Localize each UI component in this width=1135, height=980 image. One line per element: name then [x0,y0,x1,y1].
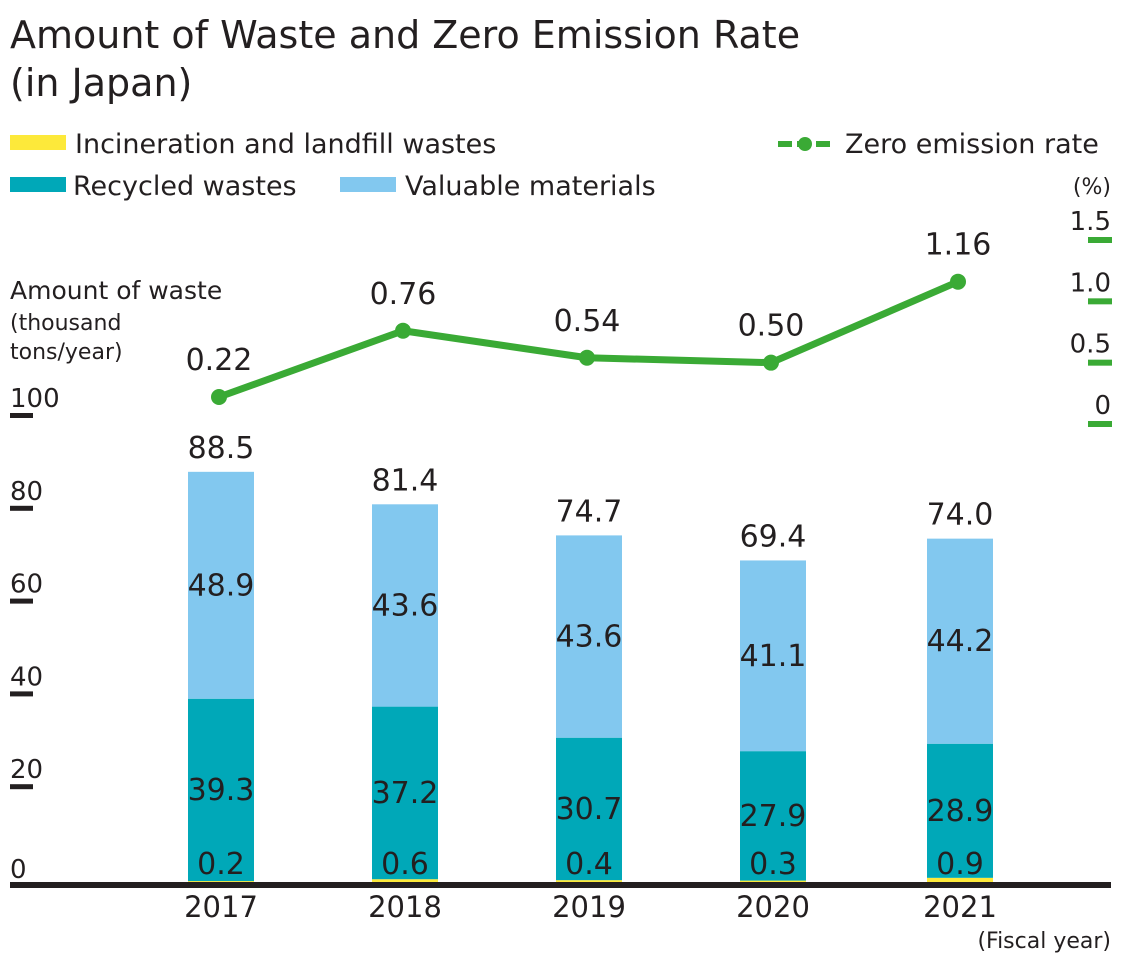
y-left-tick-mark-5 [10,413,33,418]
zero-emission-point-2017 [211,389,227,406]
label-incineration-2021: 0.9 [936,847,984,882]
zero-emission-label-2018: 0.76 [370,277,437,312]
y-right-unit: (%) [1073,175,1111,200]
x-tick-2019: 2019 [552,890,626,924]
bar-valuable-2017 [188,471,254,699]
legend-dot-zero-emission [798,137,812,151]
y-left-tick-mark-3 [10,598,33,604]
y-right-tick-label-1: 0.5 [1070,330,1111,360]
zero-emission-point-2018 [395,322,411,339]
zero-emission-label-2020: 0.50 [738,309,805,344]
label-valuable-2019: 43.6 [556,620,623,655]
y-left-unit-line2: tons/year) [10,340,123,365]
y-right-ticks: 0 0.5 1.0 1.5 [1070,207,1112,427]
total-2021: 74.0 [927,498,994,533]
y-left-tick-label-2: 40 [10,662,43,692]
zero-emission-label-2019: 0.54 [554,304,621,339]
label-valuable-2020: 41.1 [740,639,807,674]
label-incineration-2020: 0.3 [749,847,797,882]
bar-totals: 88.5 81.4 74.7 69.4 74.0 [188,431,994,555]
y-right-tick-mark-2 [1088,298,1112,305]
y-left-title: Amount of waste [10,276,222,305]
x-axis-label: (Fiscal year) [977,929,1111,954]
legend-line-marker [778,137,832,151]
zero-emission-line: 0.22 0.76 0.54 0.50 1.16 [186,228,992,406]
x-tick-2018: 2018 [368,890,442,924]
bar-valuable-2020 [740,560,806,752]
chart-title-line1: Amount of Waste and Zero Emission Rate [10,13,800,57]
legend-swatch-recycled [10,177,66,192]
y-left-tick-label-0: 0 [10,855,27,885]
bar-incineration-2017 [188,881,254,882]
zero-emission-point-2021 [950,273,966,290]
y-left-tick-label-1: 20 [10,755,43,785]
legend-swatch-valuable [340,177,396,192]
bar-recycled-2019 [556,737,622,881]
bar-recycled-2020 [740,751,806,881]
legend-label-zero-emission: Zero emission rate [845,129,1099,160]
label-recycled-2020: 27.9 [740,799,807,834]
bar-recycled-2018 [372,706,438,880]
bar-valuable-2021 [927,538,993,744]
zero-emission-label-2017: 0.22 [186,343,253,378]
y-right-tick-mark-3 [1088,237,1112,243]
y-right-tick-label-0: 0 [1094,391,1111,421]
zero-emission-point-2019 [579,349,595,366]
label-recycled-2018: 37.2 [372,776,439,811]
x-tick-2020: 2020 [736,890,810,924]
bar-recycled-2017 [188,698,254,882]
y-left-ticks: 0 20 40 60 80 100 [10,384,60,885]
label-valuable-2017: 48.9 [188,568,255,603]
bars [188,471,993,882]
x-tick-2021: 2021 [923,890,997,924]
y-right-tick-mark-0 [1088,421,1112,427]
label-incineration-2019: 0.4 [565,847,613,882]
bar-recycled-2021 [927,743,993,878]
bar-labels: 0.2 39.3 48.9 0.6 37.2 43.6 0.4 30.7 43.6 0.3 27.9… [188,568,994,882]
y-left-tick-mark-4 [10,505,33,511]
x-tick-2017: 2017 [184,890,258,924]
y-left-tick-label-3: 60 [10,570,43,600]
zero-emission-point-2020 [763,354,779,371]
y-left-tick-mark-2 [10,691,33,697]
y-left-tick-label-5: 100 [10,384,60,414]
zero-emission-label-2021: 1.16 [925,228,992,263]
y-right-tick-label-3: 1.5 [1070,207,1111,237]
total-2018: 81.4 [372,463,439,498]
legend-swatch-incineration [10,135,66,150]
y-left-tick-mark-1 [10,784,33,790]
y-right-tick-mark-1 [1088,359,1112,366]
total-2020: 69.4 [740,519,807,554]
bar-incineration-2020 [740,880,806,882]
bar-incineration-2018 [372,879,438,882]
bar-valuable-2019 [556,535,622,738]
legend-label-recycled: Recycled wastes [73,171,297,202]
x-tick-labels: 2017 2018 2019 2020 2021 [184,890,997,924]
y-left-tick-label-4: 80 [10,477,43,507]
label-valuable-2021: 44.2 [927,624,994,659]
label-incineration-2017: 0.2 [197,847,245,882]
bar-incineration-2019 [556,880,622,882]
legend-label-valuable: Valuable materials [405,171,656,202]
label-incineration-2018: 0.6 [381,847,429,882]
y-left-unit-line1: (thousand [10,311,121,336]
total-2017: 88.5 [188,431,255,466]
label-valuable-2018: 43.6 [372,588,439,623]
label-recycled-2017: 39.3 [188,773,255,808]
label-recycled-2021: 28.9 [927,794,994,829]
label-recycled-2019: 30.7 [556,792,623,827]
chart-title-line2: (in Japan) [10,61,192,105]
bar-incineration-2021 [927,877,993,882]
zero-emission-polyline [217,278,960,401]
bar-valuable-2018 [372,504,438,707]
legend-label-incineration: Incineration and landfill wastes [75,129,496,160]
total-2019: 74.7 [556,494,623,529]
y-right-tick-label-2: 1.0 [1070,268,1111,298]
